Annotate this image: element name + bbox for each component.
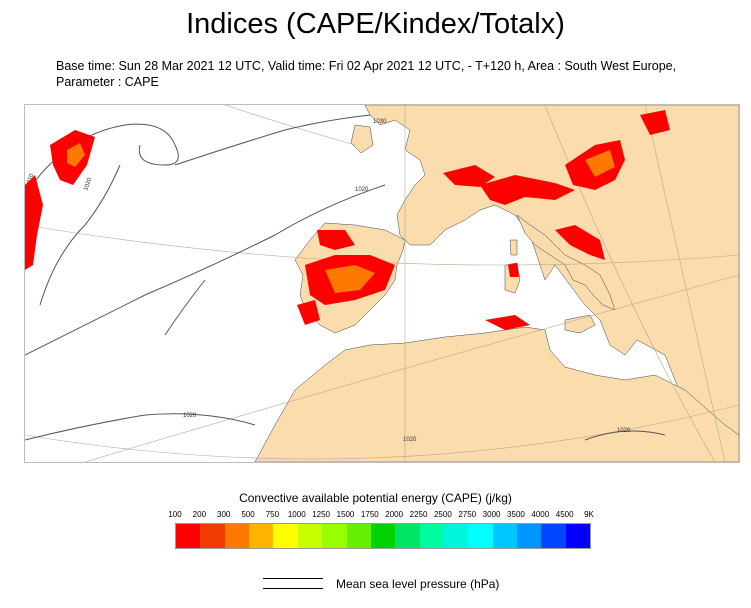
isobar-label: 1020 — [403, 437, 417, 443]
legend-tick-label: 3500 — [507, 510, 525, 519]
isobar-label: 1020 — [83, 176, 93, 191]
land-north-africa — [254, 326, 739, 462]
cape-east-europe — [640, 110, 670, 135]
cape-iberia-north — [317, 230, 355, 250]
cape-iberia-south — [297, 300, 320, 325]
isobar-label: 1020 — [183, 413, 197, 419]
isobar — [25, 413, 256, 441]
chart-title: Indices (CAPE/Kindex/Totalx) — [186, 8, 565, 40]
cape-italy-south — [555, 225, 605, 260]
isobar — [174, 114, 371, 166]
legend-title: Convective available potential energy (C… — [239, 491, 512, 505]
legend-colorbar — [175, 523, 591, 549]
legend-tick-label: 4500 — [555, 510, 574, 519]
cape-areas — [25, 110, 670, 330]
legend-tick-label: 1250 — [312, 510, 331, 519]
legend-tick-label: 750 — [265, 510, 280, 519]
legend-swatch — [297, 524, 323, 548]
isobar — [164, 279, 206, 336]
cape-atlantic-west — [25, 175, 43, 270]
mslp-legend-label: Mean sea level pressure (hPa) — [336, 577, 500, 591]
legend-tick-label: 300 — [217, 510, 231, 519]
legend-swatch — [322, 524, 347, 548]
legend-tick-label: 1000 — [287, 510, 306, 519]
legend-swatch — [273, 524, 298, 548]
legend-swatch — [492, 524, 518, 548]
legend-tick-label: 1750 — [360, 510, 379, 519]
land-north-europe — [364, 105, 739, 436]
land-masses — [254, 105, 739, 462]
legend-swatch — [468, 524, 493, 548]
legend-tick-label: 500 — [241, 510, 255, 519]
isobar — [25, 184, 386, 356]
isobar — [39, 164, 121, 306]
legend-tick-label: 2500 — [433, 510, 452, 519]
land-italy — [516, 214, 616, 311]
legend-tick-label: 4000 — [531, 510, 550, 519]
isobar — [584, 430, 666, 441]
mslp-legend-line — [263, 578, 323, 579]
map-canvas: 1030 1010 1020 1020 1020 1020 1020 — [25, 105, 739, 462]
cape-alps — [480, 175, 575, 205]
legend-tick-label: 2250 — [409, 510, 428, 519]
map-panel[interactable]: 1030 1010 1020 1020 1020 1020 1020 — [24, 104, 740, 463]
legend-swatch — [224, 524, 250, 548]
isobars — [25, 114, 666, 441]
cape-atlantic-north-core — [67, 143, 85, 167]
graticule-lines — [25, 105, 739, 462]
isobar-label: 1030 — [373, 119, 387, 125]
mslp-legend: Mean sea level pressure (hPa) — [263, 576, 563, 592]
legend-swatch — [346, 524, 371, 548]
legend-tick-label: 200 — [192, 510, 207, 519]
legend-tick-label: 2000 — [385, 510, 404, 519]
legend-tick-label: 3000 — [482, 510, 501, 519]
legend-swatch — [395, 524, 420, 548]
legend-swatch — [200, 524, 225, 548]
legend-tick-label: 1500 — [336, 510, 355, 519]
legend-swatch — [176, 524, 201, 548]
cape-north-africa — [485, 315, 530, 330]
legend-swatch — [419, 524, 444, 548]
legend-swatch — [443, 524, 469, 548]
isobar-label: 1020 — [355, 187, 369, 193]
chart-subtitle: Base time: Sun 28 Mar 2021 12 UTC, Valid… — [56, 59, 677, 89]
legend-tick-label: 2750 — [458, 510, 477, 519]
legend-tick-label: 100 — [168, 510, 182, 519]
cape-france-south — [443, 165, 495, 187]
legend-tick-label: 9K — [584, 510, 594, 519]
legend-swatch — [370, 524, 396, 548]
legend-ticks: 100 200 300 500 750 1000 1250 1500 1750 2000 2250 2… — [163, 510, 603, 522]
legend-swatch — [541, 524, 566, 548]
cape-iberia-central-core — [325, 265, 375, 293]
land-corsica — [509, 239, 518, 256]
mslp-legend-line — [263, 588, 323, 589]
isobar-label: 1020 — [617, 428, 631, 434]
legend-swatch — [249, 524, 274, 548]
land-ireland — [350, 124, 374, 154]
cape-sardinia — [508, 263, 519, 277]
land-sicily — [564, 314, 596, 334]
cape-balkans-core — [585, 150, 615, 177]
legend-swatch — [517, 524, 542, 548]
legend-swatch — [565, 524, 591, 548]
